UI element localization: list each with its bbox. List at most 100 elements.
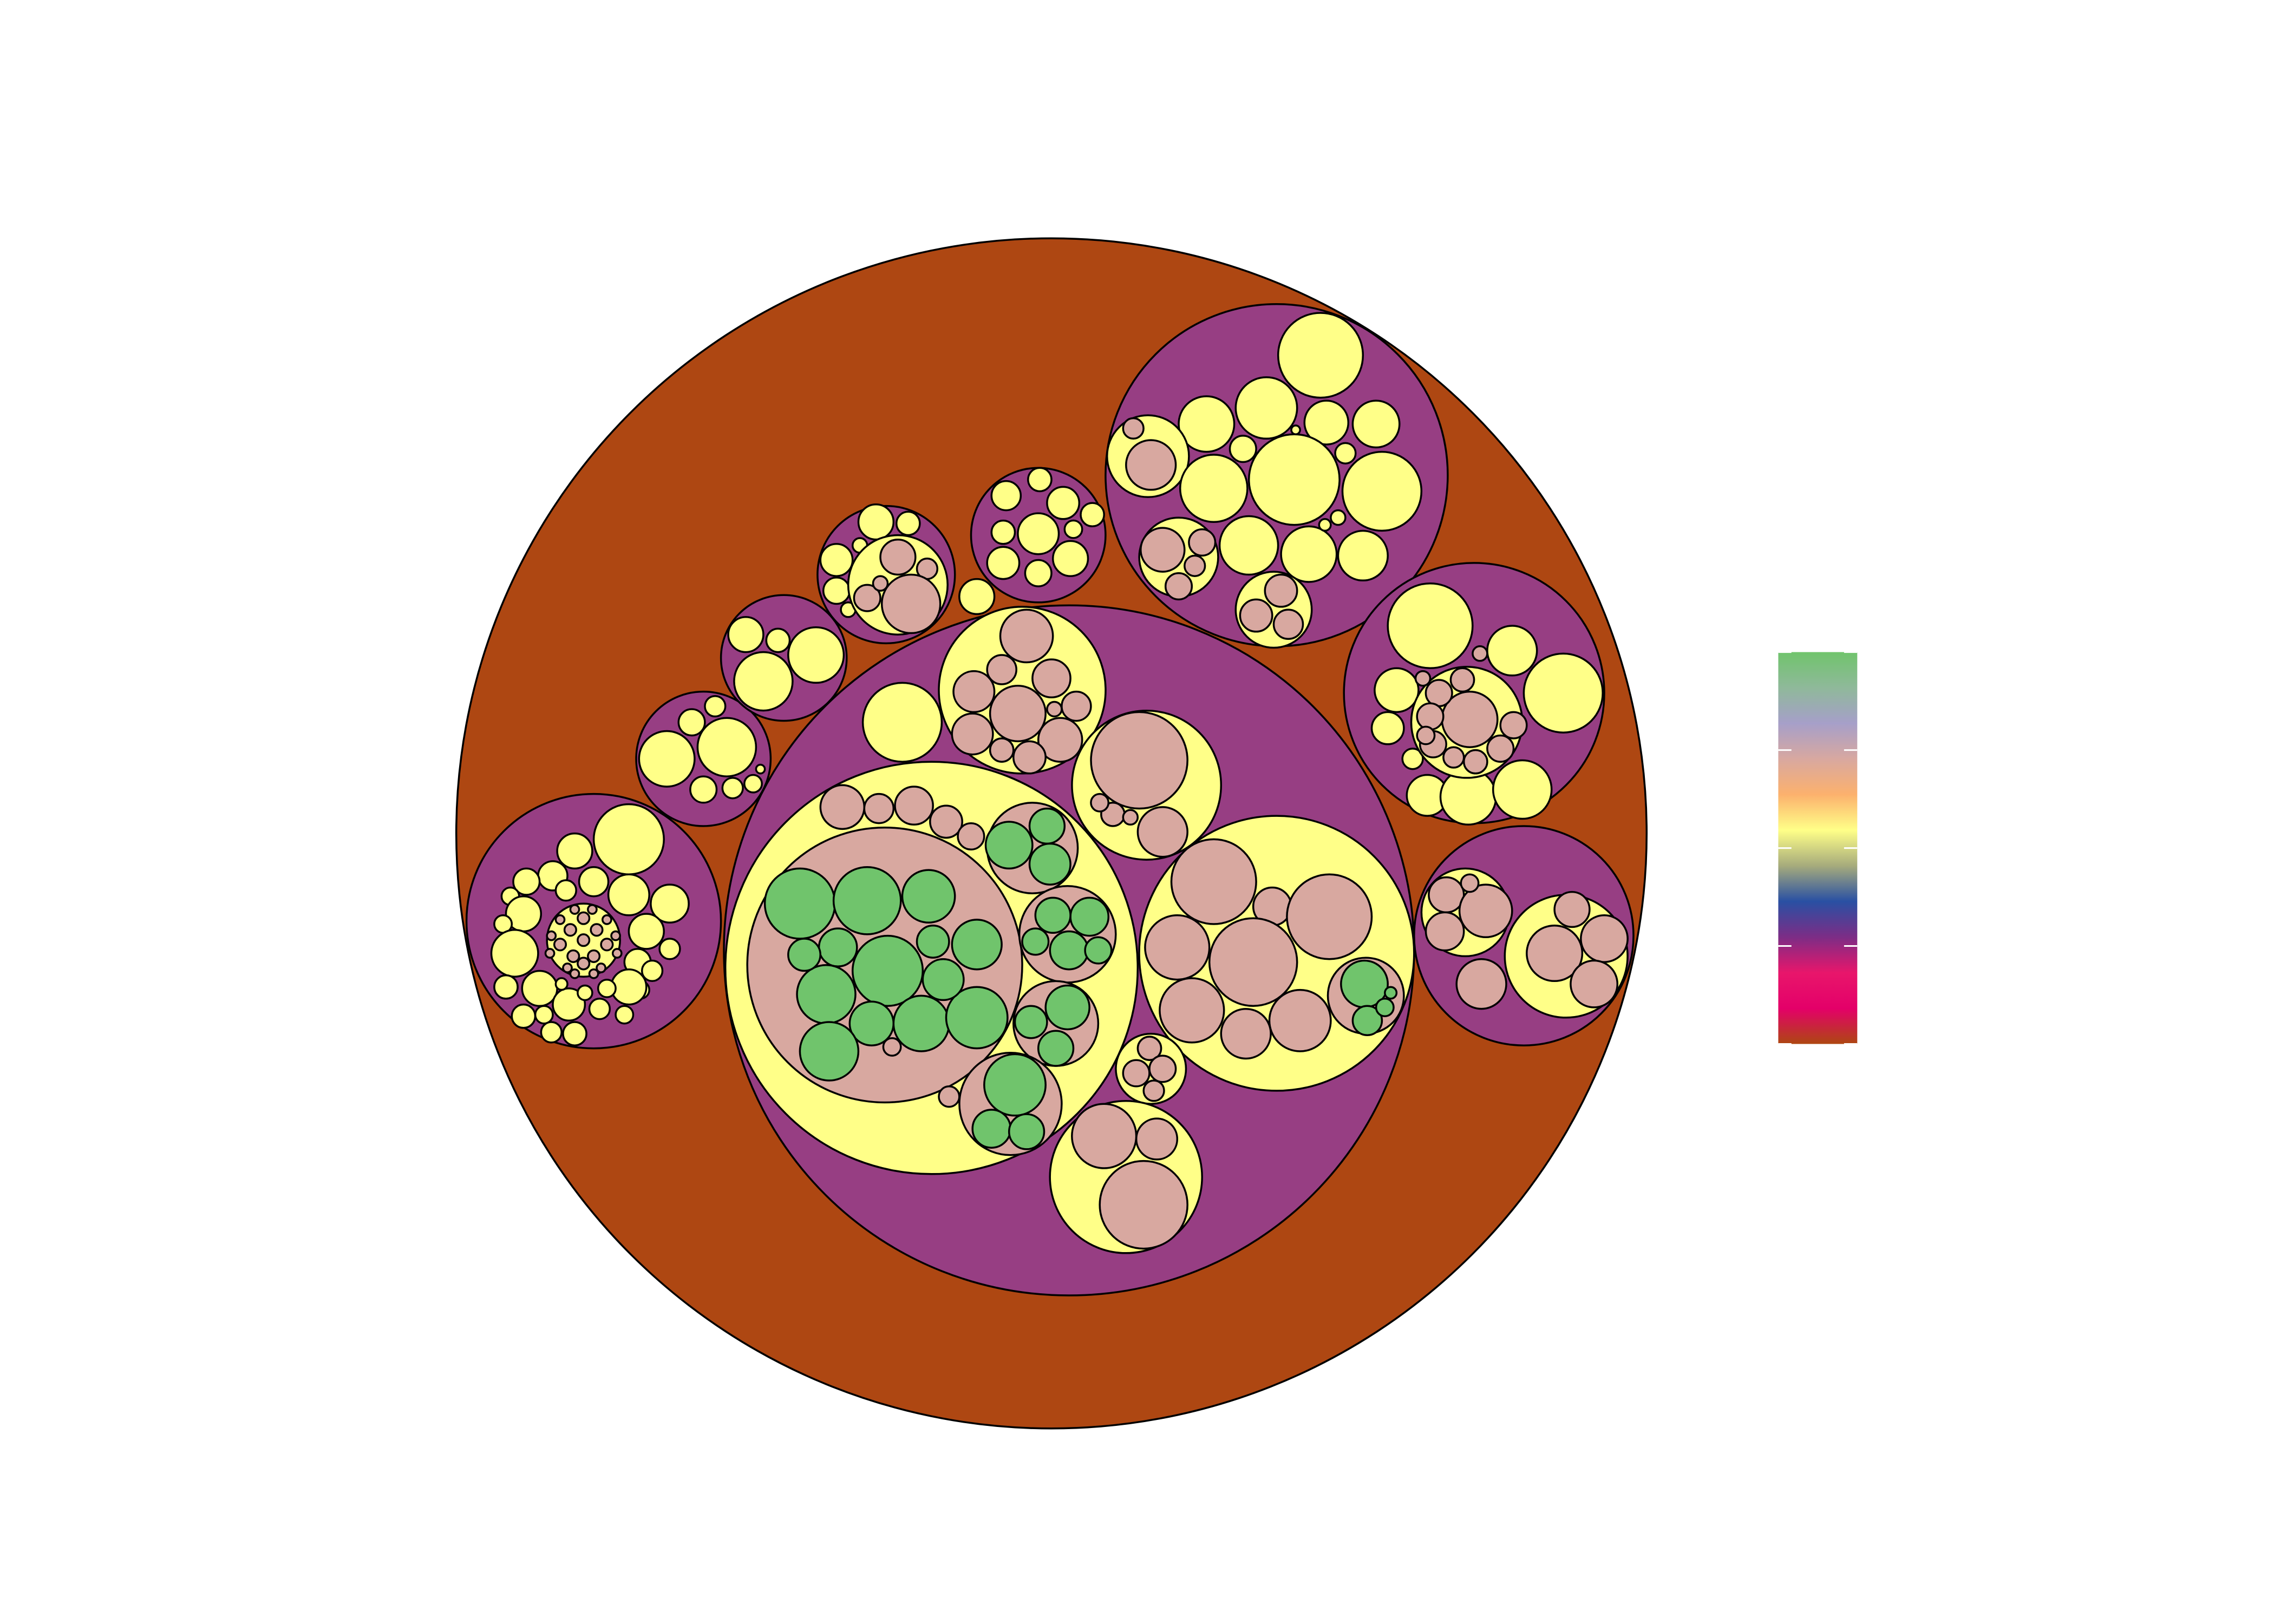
circle-leaf-196 — [1164, 572, 1193, 601]
circle-subgroup-114 — [577, 984, 593, 1001]
circle-subleaf-17 — [799, 1021, 860, 1082]
circle-leaf-195 — [1184, 554, 1206, 577]
circle-leaf-46 — [952, 670, 996, 713]
circle-subgroup-180 — [1234, 376, 1298, 440]
circle-subleaf-74 — [1375, 998, 1395, 1017]
circle-leaf-41 — [938, 1085, 960, 1108]
circle-leaf-187 — [1122, 417, 1145, 440]
circle-subgroup-201 — [1318, 518, 1332, 532]
circle-subgroup-139 — [638, 730, 696, 788]
color-scale-ticks — [1778, 651, 1858, 1045]
circle-leaf-127 — [610, 930, 621, 941]
circle-leaf-135 — [569, 904, 580, 915]
circle-subgroup-142 — [704, 695, 727, 718]
circle-leaf-54 — [1046, 700, 1063, 718]
circle-subgroup-214 — [1370, 711, 1405, 745]
circle-subgroup-179 — [1178, 395, 1236, 453]
circle-leaf-67 — [1208, 917, 1298, 1007]
circle-subgroup-158 — [895, 510, 921, 536]
circle-leaf-133 — [611, 948, 623, 959]
circle-subgroup-55 — [861, 682, 943, 763]
circle-subgroup-143 — [689, 775, 718, 804]
circle-subgroup-109 — [615, 1005, 635, 1025]
circle-subgroup-175 — [986, 546, 1021, 580]
circle-leaf-68 — [1159, 977, 1225, 1044]
circle-subgroup-90 — [554, 879, 577, 902]
circle-leaf-80 — [1142, 1079, 1165, 1102]
circle-leaf-232 — [1458, 883, 1513, 939]
circle-subgroup-174 — [1051, 540, 1089, 577]
circle-subgroup-172 — [1063, 519, 1083, 539]
circle-subgroup-190 — [1247, 433, 1341, 526]
circle-subgroup-145 — [743, 774, 763, 794]
circle-leaf-188 — [1125, 439, 1177, 491]
circle-subgroup-149 — [787, 626, 845, 684]
circle-leaf-136 — [588, 968, 599, 979]
circle-subgroup-113 — [597, 978, 617, 998]
circle-leaf-47 — [1031, 658, 1071, 699]
circle-subgroup-183 — [1229, 435, 1257, 463]
circle-subgroup-198 — [1280, 525, 1338, 583]
circle-leaf-160 — [879, 538, 917, 576]
circle-subgroup-171 — [990, 519, 1016, 545]
circle-leaf-60 — [1090, 793, 1110, 813]
circle-subgroup-146 — [755, 763, 766, 775]
circle-leaf-228 — [1416, 725, 1436, 745]
circle-leaf-21 — [929, 804, 963, 839]
circle-subleaf-13 — [922, 958, 965, 1001]
circle-subgroup-100 — [490, 929, 539, 978]
circle-subgroup-182 — [1351, 400, 1401, 449]
circle-leaf-119 — [590, 923, 604, 937]
circle-subleaf-6 — [901, 869, 956, 924]
circle-leaf-131 — [596, 962, 606, 973]
circle-leaf-52 — [1012, 740, 1047, 775]
circle-leaf-132 — [544, 948, 556, 959]
circle-subgroup-105 — [511, 1003, 537, 1029]
circle-leaf-61 — [1122, 809, 1139, 826]
circle-subleaf-12 — [951, 919, 1003, 971]
circle-leaf-49 — [951, 712, 994, 756]
circle-subgroup-176 — [1024, 559, 1053, 587]
circle-leaf-193 — [1140, 527, 1186, 573]
circle-subleaf-26 — [1028, 842, 1071, 886]
circle-leaf-79 — [1148, 1055, 1177, 1083]
circle-subleaf-11 — [945, 986, 1009, 1050]
circle-subleaf-16 — [787, 938, 821, 972]
circle-subgroup-181 — [1303, 400, 1350, 446]
circle-leaf-120 — [553, 938, 567, 952]
circle-leaf-84 — [1099, 1160, 1188, 1250]
circle-subgroup-209 — [1522, 652, 1604, 734]
circle-leaf-69 — [1220, 1007, 1272, 1060]
circle-subgroup-106 — [540, 1021, 563, 1044]
circle-subgroup-140 — [696, 717, 757, 777]
circle-leaf-240 — [1455, 958, 1507, 1010]
circle-leaf-53 — [989, 737, 1015, 763]
circle-subgroup-93 — [650, 883, 690, 924]
circle-subgroup-210 — [1374, 667, 1420, 713]
circle-subleaf-34 — [1044, 984, 1090, 1031]
circle-leaf-19 — [863, 793, 895, 824]
circle-leaf-194 — [1188, 528, 1217, 557]
circle-subgroup-213 — [1492, 759, 1553, 820]
circle-leaf-204 — [1239, 598, 1273, 633]
circle-leaf-162 — [853, 584, 881, 612]
circle-subgroup-103 — [552, 987, 586, 1022]
circle-subgroup-169 — [1046, 486, 1081, 520]
circle-leaf-44 — [999, 608, 1054, 664]
circle-subgroup-144 — [721, 777, 744, 800]
circle-subgroup-178 — [1277, 312, 1364, 399]
circle-leaf-219 — [1449, 667, 1475, 693]
circle-leaf-42 — [882, 1037, 902, 1057]
circle-subgroup-87 — [556, 832, 593, 870]
circle-subgroup-151 — [765, 627, 791, 653]
circle-subleaf-35 — [1014, 1005, 1048, 1039]
circle-subgroup-148 — [733, 651, 794, 712]
circle-subleaf-24 — [984, 821, 1034, 870]
circle-leaf-66 — [1144, 914, 1211, 981]
circle-leaf-122 — [566, 949, 580, 963]
circle-leaf-65 — [1286, 873, 1373, 960]
circle-leaf-137 — [569, 968, 580, 979]
circle-subgroup-89 — [512, 867, 541, 896]
circle-subleaf-75 — [1384, 986, 1398, 1000]
